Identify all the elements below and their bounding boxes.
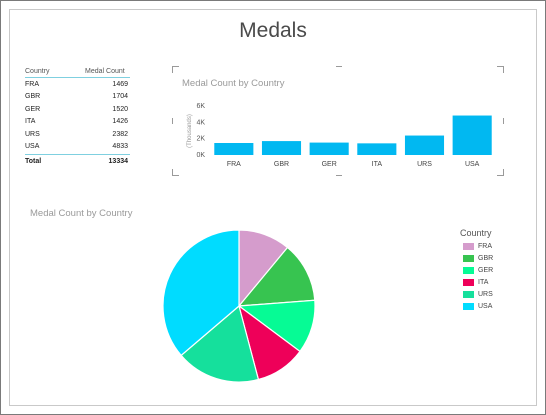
legend-label: GER <box>478 266 494 274</box>
bar-x-tick-label: ITA <box>372 161 383 168</box>
legend-item-gbr[interactable]: GBR <box>463 253 493 263</box>
country-cell: GBR <box>25 93 41 101</box>
legend-item-fra[interactable]: FRA <box>463 241 492 251</box>
bar-y-tick-label: 2K <box>196 136 205 143</box>
visual-edge-handle[interactable] <box>336 175 342 176</box>
medal-table[interactable]: Country Medal Count FRA 1469 GBR 1704 GE… <box>25 66 130 168</box>
legend-swatch <box>463 278 474 286</box>
bar-ita[interactable] <box>357 143 397 155</box>
legend-item-ita[interactable]: ITA <box>463 277 488 287</box>
pie-slice-usa[interactable] <box>162 229 240 357</box>
bar-chart-visual[interactable] <box>172 66 504 176</box>
country-cell: USA <box>25 143 40 151</box>
report-title: Medals <box>239 19 307 42</box>
visual-corner-handle[interactable] <box>172 66 179 73</box>
total-label: Total <box>25 157 42 165</box>
bar-y-tick-label: 0K <box>196 152 205 159</box>
bar-y-axis-label: (Thousands) <box>187 114 193 148</box>
bar-chart-title: Medal Count by Country <box>182 78 285 89</box>
table-row[interactable]: GBR 1704 <box>25 91 130 104</box>
visual-edge-handle[interactable] <box>336 66 342 67</box>
legend-item-ger[interactable]: GER <box>463 265 493 275</box>
visual-corner-handle[interactable] <box>497 169 504 176</box>
legend-label: URS <box>478 290 493 298</box>
pie-chart-title: Medal Count by Country <box>30 208 133 219</box>
table-row[interactable]: URS 2382 <box>25 128 130 141</box>
visual-edge-handle[interactable] <box>172 118 173 124</box>
count-cell: 1426 <box>112 118 128 126</box>
bar-ger[interactable] <box>309 142 349 155</box>
country-cell: FRA <box>25 80 39 88</box>
visual-edge-handle[interactable] <box>503 118 504 124</box>
legend-item-urs[interactable]: URS <box>463 289 493 299</box>
legend-label: USA <box>478 302 493 310</box>
pie-slice-urs[interactable] <box>180 304 260 383</box>
bar-x-tick-label: USA <box>465 161 480 168</box>
visual-corner-handle[interactable] <box>497 66 504 73</box>
count-cell: 1704 <box>112 93 128 101</box>
legend-label: FRA <box>478 242 492 250</box>
bar-x-tick-label: FRA <box>227 161 241 168</box>
count-cell: 1520 <box>112 105 128 113</box>
column-header-country[interactable]: Country <box>25 68 50 75</box>
pie-slice-gbr[interactable] <box>237 246 316 307</box>
legend-label: GBR <box>478 254 494 262</box>
legend-title: Country <box>460 228 492 238</box>
bar-usa[interactable] <box>452 115 492 155</box>
count-cell: 1469 <box>112 80 128 88</box>
table-row[interactable]: GER 1520 <box>25 103 130 116</box>
country-cell: URS <box>25 130 40 138</box>
table-total-row: Total 13334 <box>25 154 130 168</box>
count-cell: 4833 <box>112 143 128 151</box>
country-cell: GER <box>25 105 41 113</box>
legend-swatch <box>463 242 474 250</box>
bar-x-tick-label: GBR <box>274 161 289 168</box>
table-header: Country Medal Count <box>25 66 130 78</box>
visual-corner-handle[interactable] <box>172 169 179 176</box>
bar-x-tick-label: URS <box>417 161 432 168</box>
bar-y-tick-label: 6K <box>196 103 205 110</box>
total-value: 13334 <box>108 157 128 165</box>
legend-item-usa[interactable]: USA <box>463 301 492 311</box>
bar-y-tick-label: 4K <box>196 119 205 126</box>
legend-swatch <box>463 290 474 298</box>
legend-label: ITA <box>478 278 489 286</box>
legend-swatch <box>463 254 474 262</box>
count-cell: 2382 <box>112 130 128 138</box>
bar-gbr[interactable] <box>261 141 302 155</box>
bar-urs[interactable] <box>404 135 445 155</box>
legend-swatch <box>463 302 474 310</box>
country-cell: ITA <box>25 118 36 126</box>
bar-x-tick-label: GER <box>322 161 337 168</box>
table-row[interactable]: ITA 1426 <box>25 116 130 129</box>
legend-swatch <box>463 266 474 274</box>
bar-fra[interactable] <box>214 143 254 155</box>
table-row[interactable]: FRA 1469 <box>25 78 130 91</box>
table-row[interactable]: USA 4833 <box>25 141 130 154</box>
column-header-medal-count[interactable]: Medal Count <box>85 68 125 75</box>
